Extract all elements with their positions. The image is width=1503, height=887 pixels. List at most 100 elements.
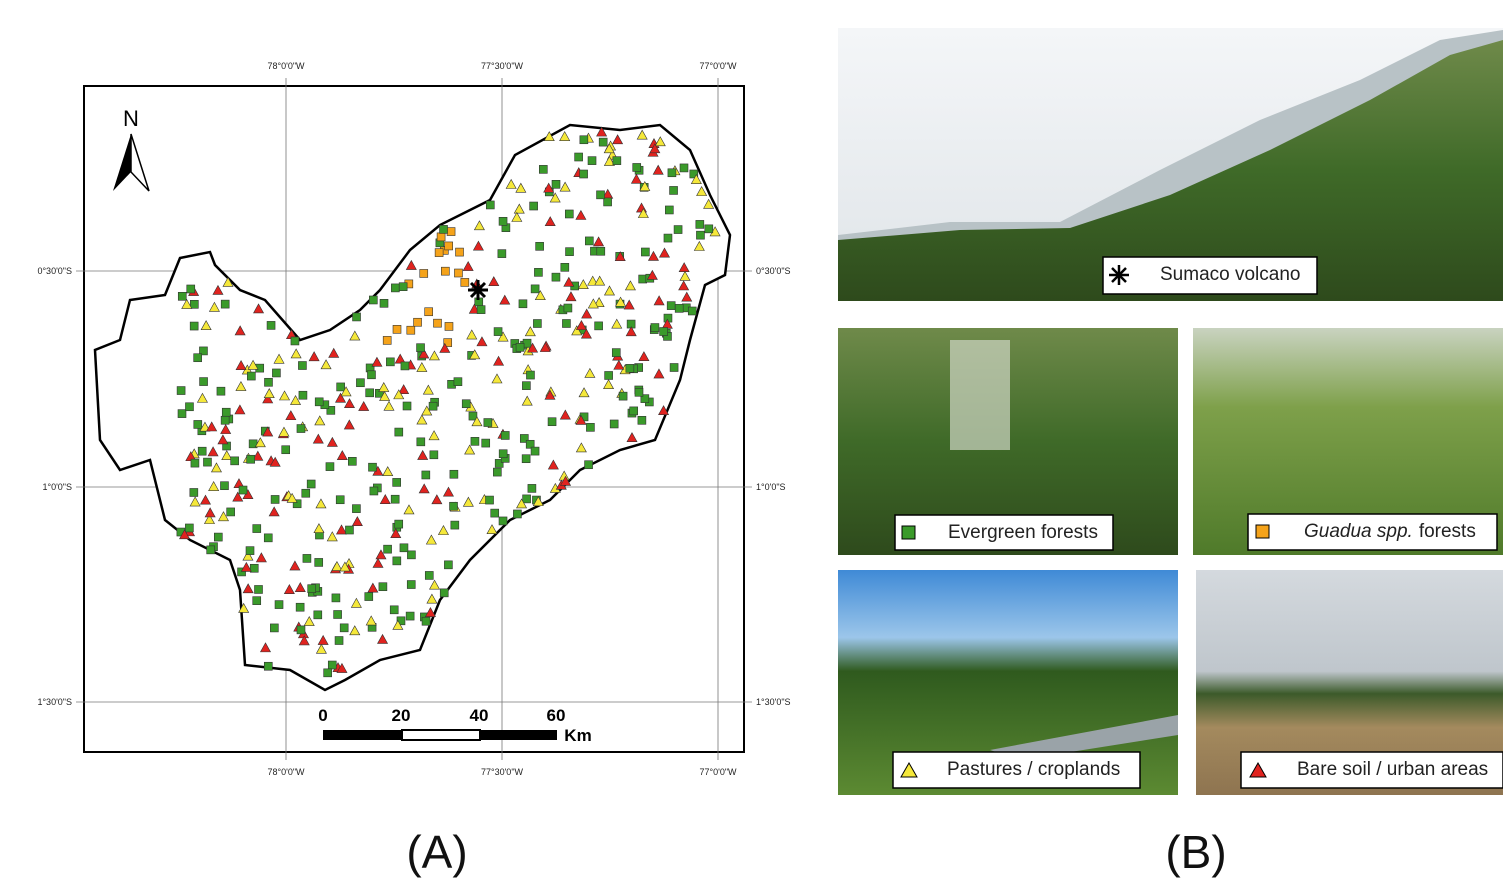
sample-point bbox=[352, 505, 360, 513]
sample-point bbox=[499, 517, 507, 525]
sample-point bbox=[384, 545, 392, 553]
sample-point bbox=[207, 546, 215, 554]
sample-point bbox=[444, 561, 452, 569]
sample-point bbox=[482, 439, 490, 447]
sample-point bbox=[178, 292, 186, 300]
sample-point bbox=[231, 457, 239, 465]
sample-point bbox=[441, 267, 449, 275]
sample-point bbox=[523, 495, 531, 503]
sample-point bbox=[486, 201, 494, 209]
sample-point bbox=[450, 470, 458, 478]
sample-point bbox=[513, 510, 521, 518]
sample-point bbox=[395, 428, 403, 436]
sample-point bbox=[533, 320, 541, 328]
sample-point bbox=[194, 420, 202, 428]
sample-point bbox=[399, 283, 407, 291]
sample-point bbox=[440, 225, 448, 233]
sample-point bbox=[522, 455, 530, 463]
sample-point bbox=[417, 438, 425, 446]
photo-caption: Sumaco volcano bbox=[1160, 264, 1300, 285]
sample-point bbox=[536, 242, 544, 250]
sample-point bbox=[548, 418, 556, 426]
lat-label: 0°30'0"S bbox=[37, 266, 72, 276]
sample-point bbox=[552, 273, 560, 281]
sample-point bbox=[462, 400, 470, 408]
sample-point bbox=[395, 520, 403, 528]
lon-label: 77°0'0"W bbox=[699, 61, 737, 71]
sample-point bbox=[314, 611, 322, 619]
photo-bare-soil: Bare soil / urban areas bbox=[1196, 570, 1503, 795]
sumaco-marker bbox=[468, 280, 488, 300]
sample-point bbox=[626, 364, 634, 372]
sample-point bbox=[422, 617, 430, 625]
sample-point bbox=[297, 425, 305, 433]
sample-point bbox=[336, 496, 344, 504]
sample-point bbox=[491, 509, 499, 517]
sample-point bbox=[337, 383, 345, 391]
scale-segment bbox=[323, 730, 402, 740]
scale-segment bbox=[402, 730, 480, 740]
sample-point bbox=[595, 322, 603, 330]
sample-point bbox=[561, 263, 569, 271]
lon-label: 78°0'0"W bbox=[267, 767, 305, 777]
sample-point bbox=[566, 248, 574, 256]
sample-point bbox=[425, 571, 433, 579]
sample-point bbox=[307, 480, 315, 488]
sample-point bbox=[456, 248, 464, 256]
sample-point bbox=[272, 369, 280, 377]
sample-point bbox=[562, 319, 570, 327]
sample-point bbox=[250, 564, 258, 572]
sample-point bbox=[222, 408, 230, 416]
sample-point bbox=[303, 554, 311, 562]
sample-point bbox=[641, 248, 649, 256]
panel-label: (A) bbox=[406, 826, 467, 878]
sample-point bbox=[552, 180, 560, 188]
sample-point bbox=[630, 407, 638, 415]
sample-point bbox=[326, 463, 334, 471]
sample-point bbox=[275, 601, 283, 609]
photo-caption: Guadua spp.forests bbox=[1304, 521, 1476, 542]
sample-point bbox=[435, 249, 443, 257]
sample-point bbox=[190, 322, 198, 330]
sample-point bbox=[400, 544, 408, 552]
sample-point bbox=[177, 387, 185, 395]
sample-point bbox=[580, 170, 588, 178]
sample-point bbox=[499, 217, 507, 225]
sample-point bbox=[454, 378, 462, 386]
sample-point bbox=[668, 169, 676, 177]
photo-guadua: Guadua spp.forests bbox=[1193, 328, 1503, 555]
sample-point bbox=[198, 447, 206, 455]
sample-point bbox=[247, 455, 255, 463]
sample-point bbox=[270, 624, 278, 632]
sample-point bbox=[498, 250, 506, 258]
sample-point bbox=[417, 344, 425, 352]
sample-point bbox=[391, 495, 399, 503]
sample-point bbox=[194, 354, 202, 362]
sample-point bbox=[531, 447, 539, 455]
sample-point bbox=[368, 463, 376, 471]
sample-point bbox=[461, 278, 469, 286]
sample-point bbox=[425, 308, 433, 316]
sample-point bbox=[332, 594, 340, 602]
sample-point bbox=[353, 313, 361, 321]
sample-point bbox=[585, 461, 593, 469]
sample-point bbox=[580, 136, 588, 144]
sample-point bbox=[203, 458, 211, 466]
sample-point bbox=[670, 186, 678, 194]
sample-point bbox=[406, 612, 414, 620]
sample-point bbox=[635, 388, 643, 396]
sample-point bbox=[253, 597, 261, 605]
scale-unit: Km bbox=[564, 726, 591, 745]
sample-point bbox=[705, 225, 713, 233]
photo-caption: Bare soil / urban areas bbox=[1297, 759, 1488, 780]
sample-point bbox=[315, 558, 323, 566]
sample-point bbox=[633, 163, 641, 171]
sample-point bbox=[302, 489, 310, 497]
sample-point bbox=[403, 402, 411, 410]
sample-point bbox=[297, 626, 305, 634]
sample-point bbox=[271, 495, 279, 503]
sample-point bbox=[664, 234, 672, 242]
sample-point bbox=[366, 389, 374, 397]
sample-point bbox=[597, 247, 605, 255]
sample-point bbox=[665, 206, 673, 214]
